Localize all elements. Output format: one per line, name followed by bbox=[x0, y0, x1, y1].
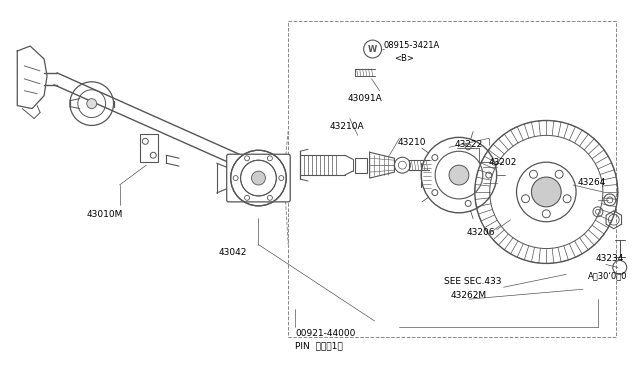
Text: <B>: <B> bbox=[394, 54, 414, 63]
Text: 43262M: 43262M bbox=[451, 291, 487, 300]
Text: SEE SEC.433: SEE SEC.433 bbox=[444, 277, 502, 286]
Text: 43222: 43222 bbox=[455, 140, 483, 149]
Text: W: W bbox=[368, 45, 377, 54]
Text: 43202: 43202 bbox=[489, 158, 517, 167]
Text: 43042: 43042 bbox=[219, 247, 247, 257]
Circle shape bbox=[87, 99, 97, 109]
Text: 43210A: 43210A bbox=[330, 122, 365, 131]
Text: 43264: 43264 bbox=[578, 178, 607, 187]
Bar bbox=[140, 134, 158, 162]
FancyBboxPatch shape bbox=[227, 154, 290, 202]
Bar bbox=[355, 158, 367, 173]
Text: PIN  ピン（1）: PIN ピン（1） bbox=[295, 341, 343, 350]
Text: 08915-3421A: 08915-3421A bbox=[383, 41, 440, 50]
Text: 43091A: 43091A bbox=[348, 94, 383, 103]
Bar bbox=[288, 21, 616, 337]
Circle shape bbox=[449, 165, 469, 185]
Circle shape bbox=[252, 171, 266, 185]
Text: 43210: 43210 bbox=[397, 138, 426, 147]
Text: 43234: 43234 bbox=[596, 254, 624, 263]
Text: A：30‘0．0: A：30‘0．0 bbox=[588, 271, 627, 280]
Circle shape bbox=[531, 177, 561, 207]
Text: 00921-44000: 00921-44000 bbox=[295, 329, 356, 338]
Text: 43010M: 43010M bbox=[87, 210, 123, 219]
Text: 43206: 43206 bbox=[467, 228, 495, 237]
